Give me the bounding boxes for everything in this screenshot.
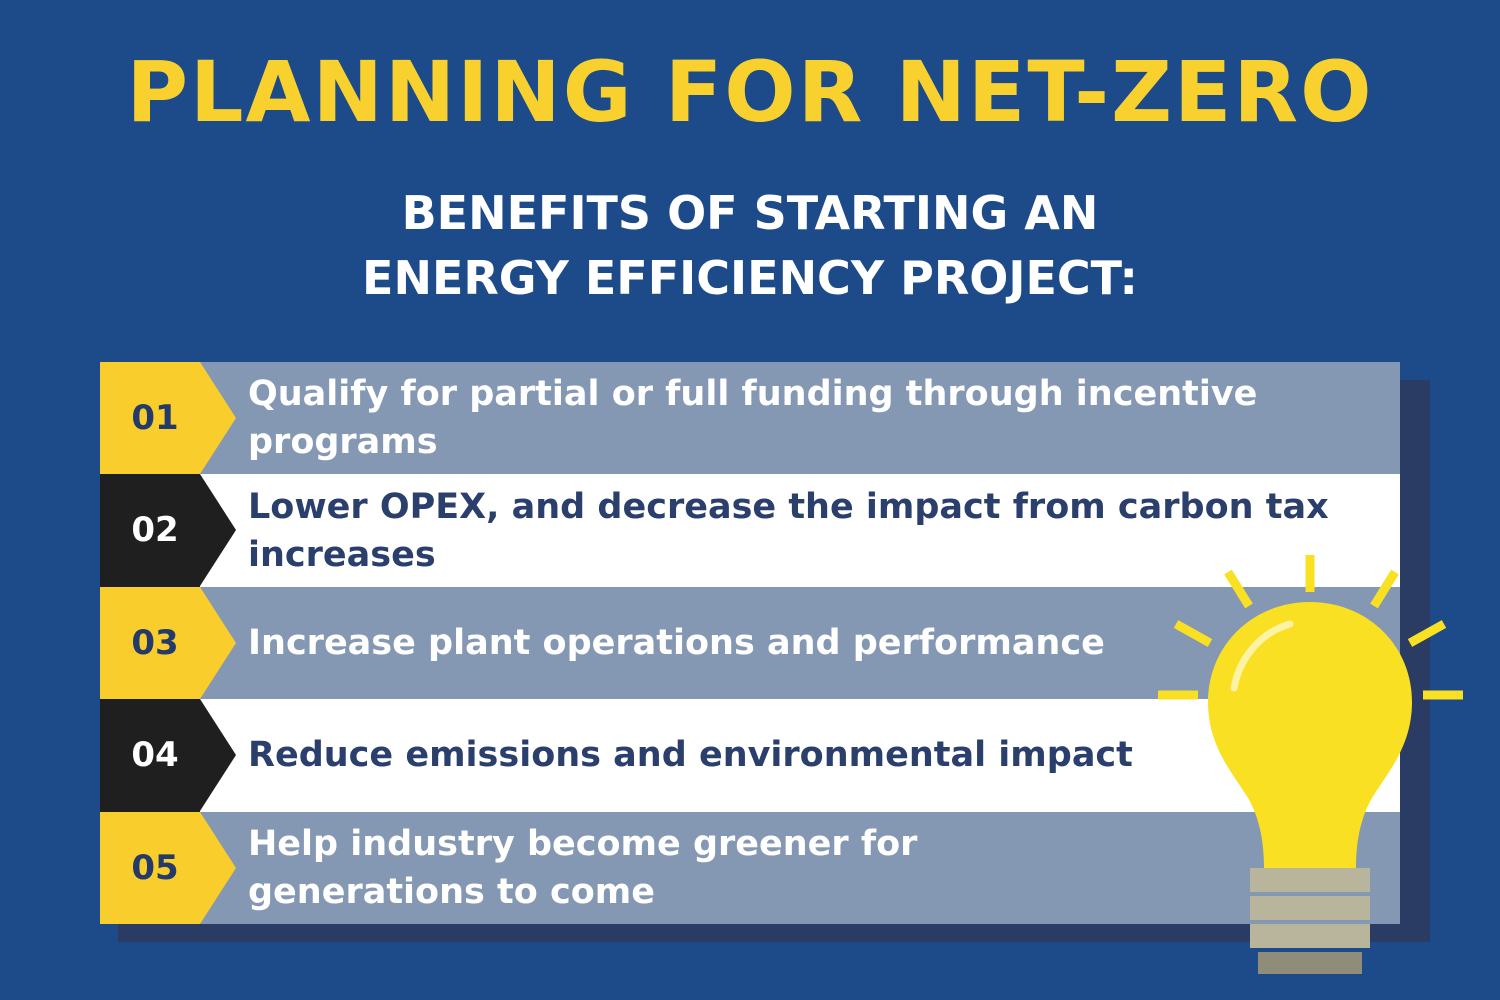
benefit-badge-03: 03 [100,586,236,700]
bulb-highlight [1230,620,1294,692]
bulb-glass [1208,602,1412,868]
bulb-base-ring-3 [1250,924,1370,948]
subtitle-line-2: ENERGY EFFICIENCY PROJECT: [362,251,1138,305]
benefit-badge-05: 05 [100,811,236,924]
benefit-text: Help industry become greener for generat… [248,823,918,912]
bulb-base-ring-2 [1250,896,1370,920]
benefit-row-03: 03 Increase plant operations and perform… [100,586,1400,700]
benefit-text: Qualify for partial or full funding thro… [248,374,1258,463]
benefit-number: 01 [131,398,179,438]
benefit-number: 02 [131,510,179,551]
benefit-text: Lower OPEX, and decrease the impact from… [248,486,1329,575]
subtitle-line-1: BENEFITS OF STARTING AN [401,186,1099,240]
benefit-row-04: 04 Reduce emissions and environmental im… [100,699,1400,812]
lightbulb-icon [1158,555,1463,974]
benefit-row-01: 01 Qualify for partial or full funding t… [100,362,1400,475]
benefit-row-05: 05 Help industry become greener for gene… [100,811,1400,924]
benefit-text: Increase plant operations and performanc… [248,622,1105,663]
benefit-number: 04 [131,735,179,776]
benefit-badge-02: 02 [100,474,236,587]
bulb-base-cap [1258,952,1362,974]
benefit-number: 05 [131,847,179,888]
benefit-number: 03 [131,622,179,663]
benefit-badge-04: 04 [100,699,236,812]
benefit-badge-01: 01 [100,362,236,475]
page-title: PLANNING FOR NET-ZERO [126,43,1374,141]
benefit-text: Reduce emissions and environmental impac… [248,735,1133,776]
light-rays [1158,555,1463,700]
benefits-list: 01 Qualify for partial or full funding t… [100,362,1400,924]
benefit-row-02: 02 Lower OPEX, and decrease the impact f… [100,474,1400,587]
bulb-base-ring-1 [1250,868,1370,892]
